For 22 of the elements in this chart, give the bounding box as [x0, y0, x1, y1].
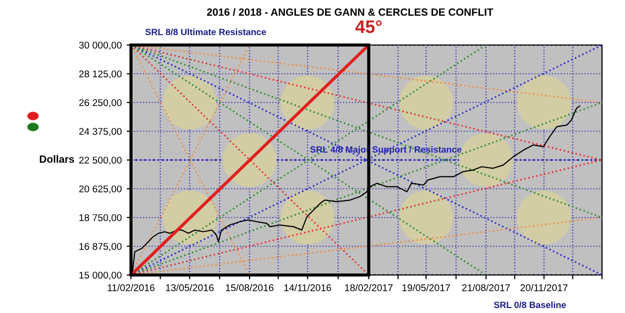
- x-tick-label: 18/02/2017: [345, 284, 393, 292]
- y-tick-label: 20 625,00: [79, 185, 122, 194]
- x-tick-label: 15/08/2016: [226, 284, 274, 292]
- y-axis-title: Dollars: [40, 155, 74, 163]
- y-tick-label: 26 250,00: [79, 99, 122, 108]
- y-tick-label: 15 000,00: [79, 272, 122, 280]
- chart-title: 2016 / 2018 - ANGLES DE GANN & CERCLES DE CONFLIT: [207, 8, 494, 16]
- ref-line-label: SRL 0/8 Baseline: [494, 301, 566, 308]
- y-tick-label: 30 000,00: [79, 42, 122, 50]
- x-tick-label: 13/05/2016: [166, 284, 214, 292]
- y-tick-label: 28 125,00: [79, 70, 122, 79]
- annotation: 45°: [355, 20, 382, 34]
- x-tick-label: 21/08/2017: [462, 284, 510, 292]
- ref-line-label: SRL 8/8 Ultimate Resistance: [145, 28, 266, 36]
- x-tick-label: 20/11/2017: [520, 284, 568, 292]
- x-tick-label: 11/02/2016: [108, 284, 155, 292]
- y-tick-label: 24 375,00: [79, 128, 122, 136]
- x-tick-label: 19/05/2017: [402, 284, 450, 292]
- y-tick-label: 22 500,00: [79, 156, 122, 165]
- y-tick-label: 18 750,00: [79, 214, 122, 222]
- x-tick-label: 14/11/2016: [284, 284, 332, 292]
- y-tick-label: 16 875,00: [79, 242, 122, 252]
